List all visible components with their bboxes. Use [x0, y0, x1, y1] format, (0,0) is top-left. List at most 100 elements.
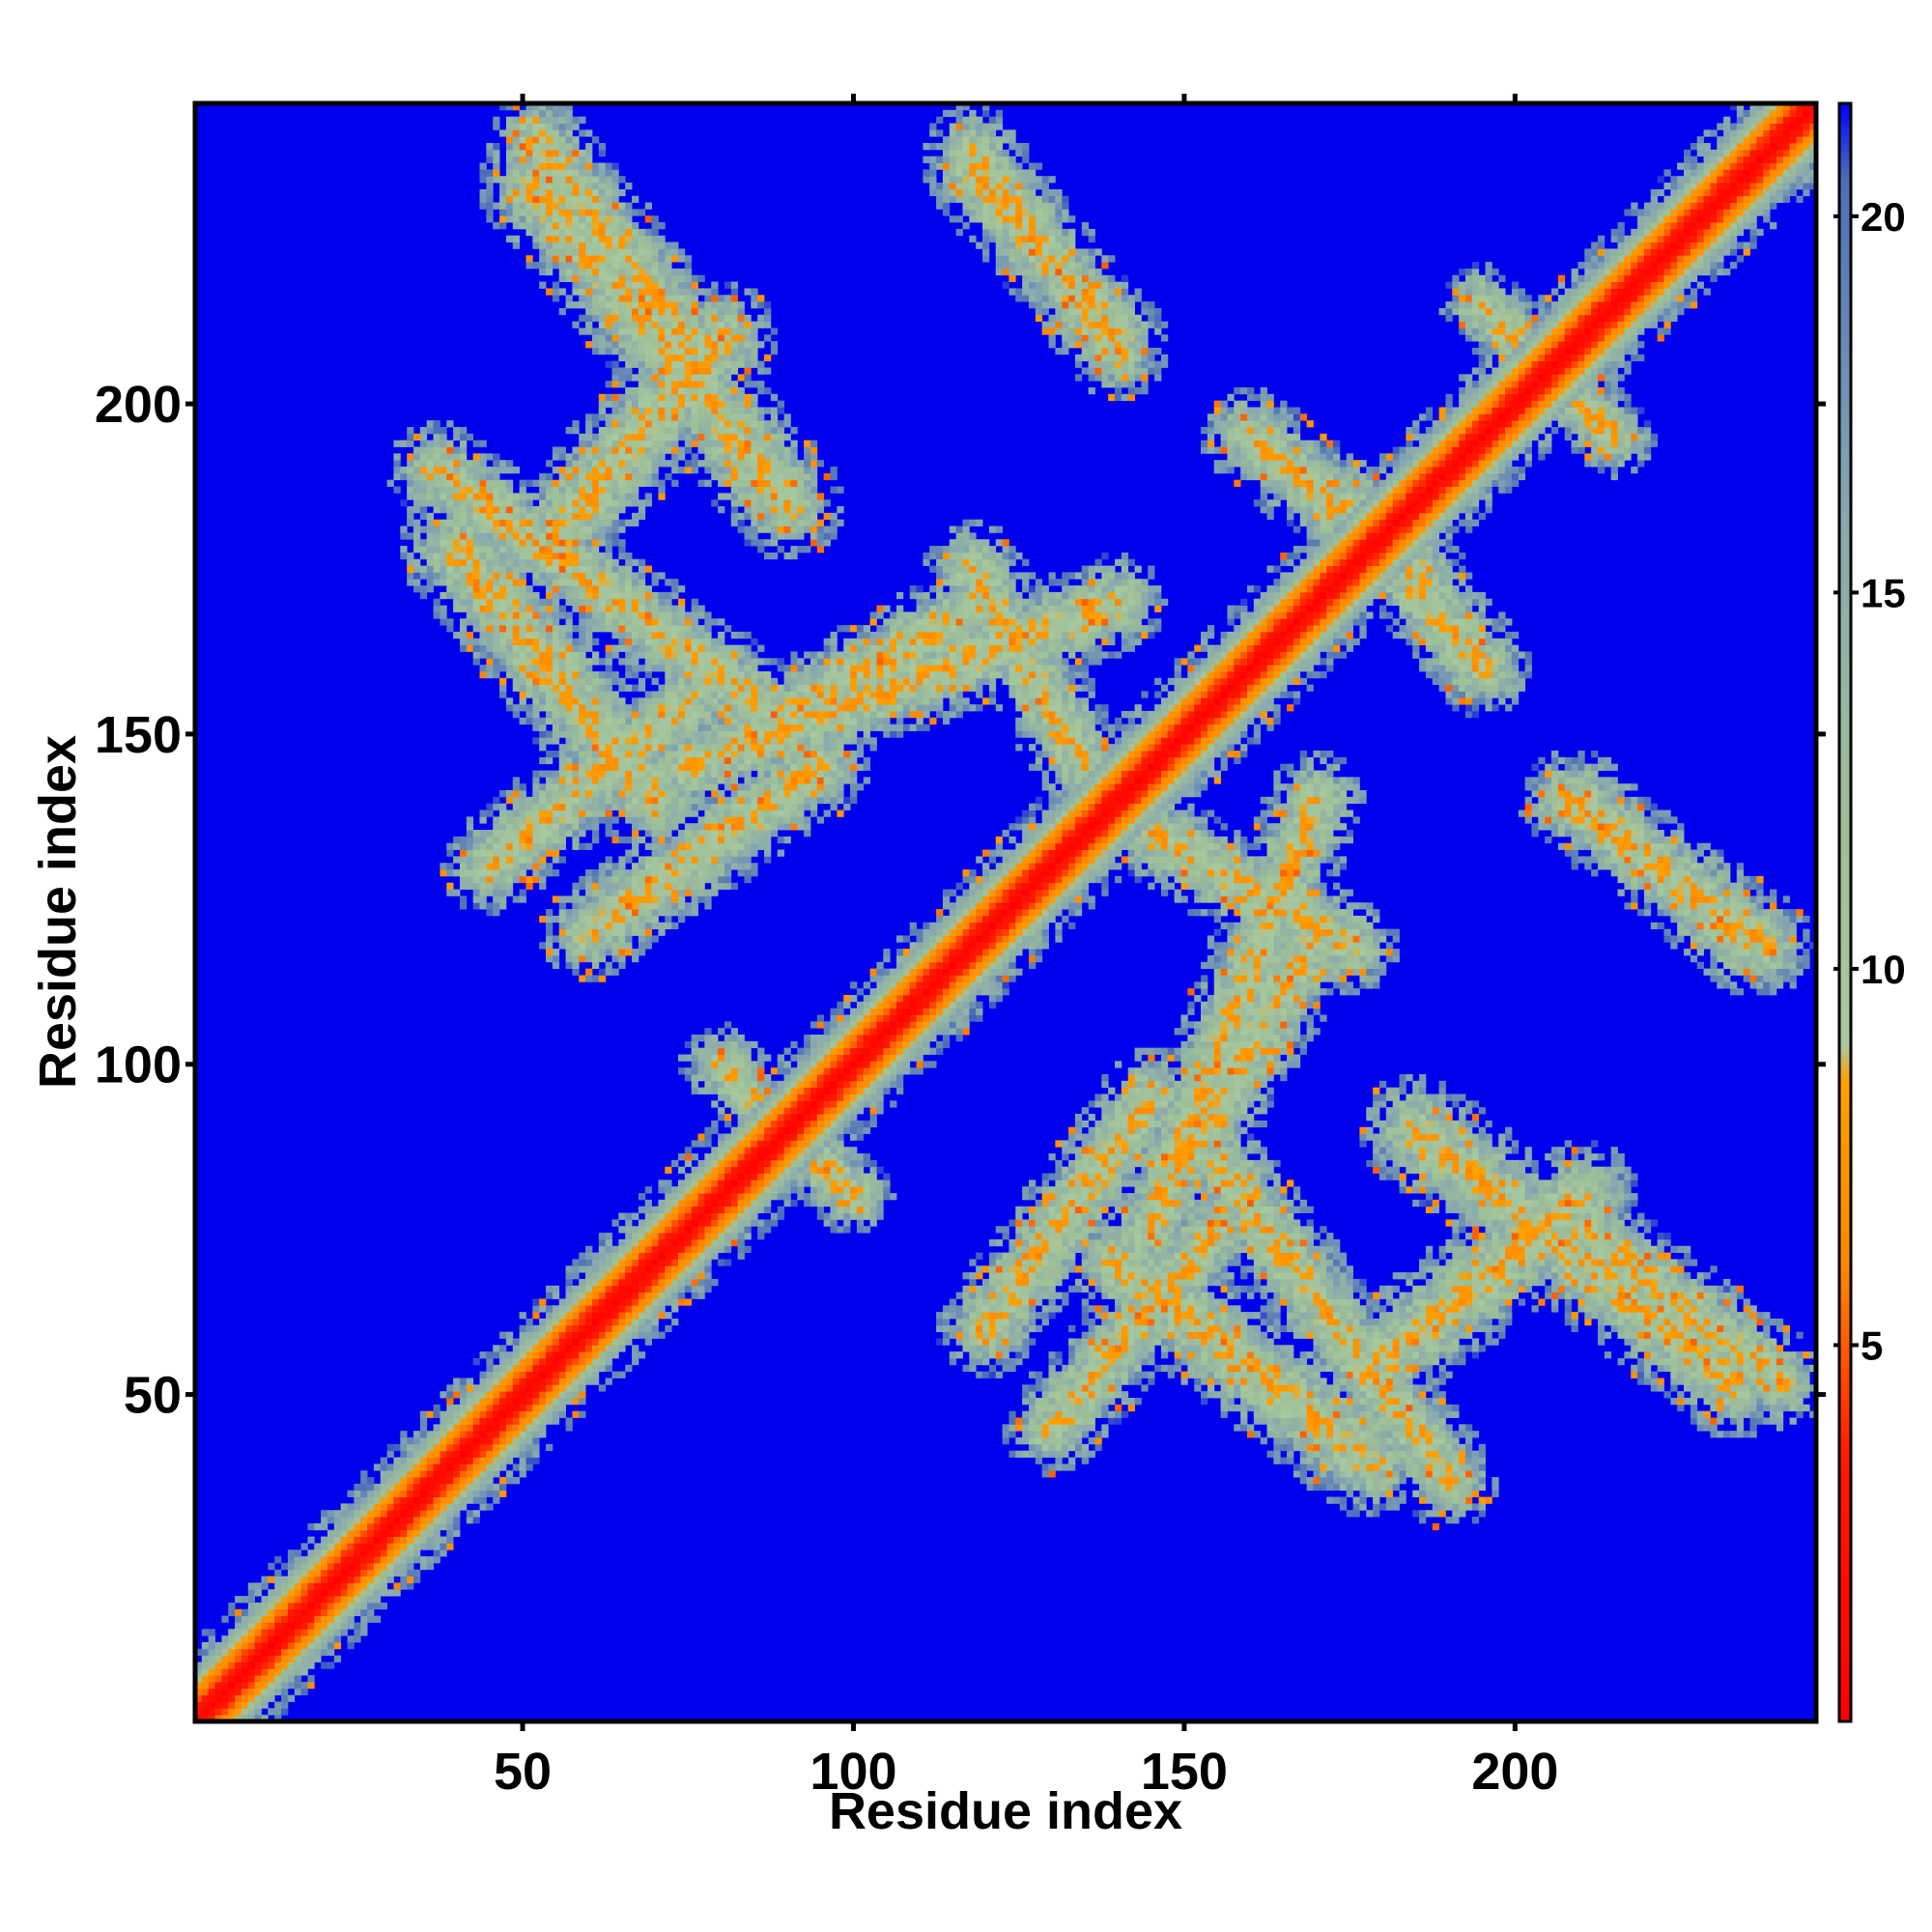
heatmap-cell	[1108, 1410, 1116, 1418]
heatmap-cell	[1339, 1298, 1348, 1306]
heatmap-cell	[479, 1351, 487, 1359]
heatmap-cell	[1299, 1292, 1308, 1299]
heatmap-cell	[1710, 1345, 1718, 1352]
heatmap-cell	[1399, 1463, 1406, 1471]
heatmap-cell	[526, 1457, 533, 1464]
heatmap-cell	[426, 1529, 434, 1537]
heatmap-cell	[558, 1378, 566, 1385]
heatmap-cell	[1287, 1278, 1294, 1287]
heatmap-cell	[287, 1629, 296, 1636]
heatmap-cell	[1280, 1285, 1288, 1293]
heatmap-cell	[380, 1543, 388, 1550]
heatmap-cell	[539, 1398, 547, 1406]
heatmap-cell	[268, 1596, 275, 1604]
heatmap-cell	[1485, 1338, 1492, 1346]
heatmap-cell	[1220, 1345, 1228, 1352]
heatmap-cell	[1253, 1351, 1262, 1359]
heatmap-cell	[684, 1285, 693, 1293]
heatmap-cell	[1015, 1233, 1023, 1240]
heatmap-cell	[1339, 1292, 1348, 1299]
heatmap-cell	[221, 1694, 229, 1702]
heatmap-cell	[1459, 1351, 1466, 1359]
heatmap-cell	[314, 1549, 322, 1557]
heatmap-cell	[1770, 1410, 1777, 1418]
heatmap-cell	[294, 1556, 301, 1564]
heatmap-cell	[367, 1569, 375, 1577]
heatmap-cell	[1246, 1431, 1255, 1438]
heatmap-cell	[976, 1357, 983, 1366]
heatmap-cell	[413, 1431, 421, 1438]
heatmap-cell	[1703, 1298, 1711, 1306]
heatmap-cell	[386, 1556, 394, 1564]
heatmap-cell	[1366, 1371, 1374, 1378]
heatmap-cell	[1432, 1443, 1440, 1452]
heatmap-cell	[936, 1318, 944, 1326]
heatmap-cell	[539, 1391, 547, 1399]
heatmap-cell	[1068, 1265, 1076, 1273]
heatmap-cell	[1617, 1245, 1625, 1253]
heatmap-cell	[1167, 1318, 1176, 1326]
heatmap-cell	[1717, 1345, 1724, 1352]
heatmap-cell	[565, 1292, 573, 1299]
heatmap-cell	[274, 1576, 282, 1583]
heatmap-cell	[1346, 1391, 1353, 1399]
heatmap-cell	[1723, 1351, 1731, 1359]
heatmap-cell	[1584, 1298, 1592, 1306]
heatmap-cell	[1273, 1219, 1281, 1227]
heatmap-cell	[1134, 1252, 1142, 1260]
heatmap-cell	[1306, 1312, 1314, 1320]
heatmap-cell	[493, 1431, 500, 1438]
heatmap-cell	[1240, 1398, 1248, 1406]
heatmap-cell	[1729, 1331, 1738, 1339]
heatmap-cell	[1121, 1345, 1129, 1352]
heatmap-cell	[1108, 1391, 1116, 1399]
heatmap-cell	[1180, 1338, 1188, 1346]
heatmap-cell	[1564, 1272, 1572, 1280]
heatmap-cell	[1763, 1404, 1771, 1412]
heatmap-cell	[1062, 1398, 1069, 1406]
heatmap-cell	[1729, 1404, 1738, 1412]
heatmap-cell	[1081, 1404, 1090, 1412]
heatmap-cell	[526, 1338, 533, 1346]
heatmap-cell	[1227, 1259, 1235, 1266]
heatmap-cell	[1320, 1285, 1327, 1293]
heatmap-cell	[327, 1608, 335, 1617]
heatmap-cell	[1505, 1212, 1513, 1220]
heatmap-cell	[433, 1470, 440, 1478]
heatmap-cell	[1035, 1384, 1043, 1392]
heatmap-cell	[493, 1378, 500, 1385]
heatmap-cell	[1406, 1278, 1413, 1287]
heatmap-cell	[558, 1312, 566, 1320]
heatmap-cell	[433, 1450, 440, 1458]
heatmap-cell	[1406, 1470, 1413, 1478]
heatmap-cell	[433, 1424, 440, 1432]
heatmap-cell	[1035, 1245, 1043, 1253]
heatmap-cell	[1081, 1364, 1090, 1373]
heatmap-cell	[1299, 1285, 1308, 1293]
heatmap-cell	[1531, 1233, 1539, 1240]
heatmap-cell	[208, 1681, 215, 1690]
heatmap-cell	[1015, 1318, 1023, 1326]
heatmap-cell	[1320, 1364, 1327, 1373]
heatmap-cell	[1320, 1312, 1327, 1320]
heatmap-cell	[1002, 1338, 1009, 1346]
heatmap-cell	[1378, 1483, 1387, 1492]
heatmap-cell	[1412, 1272, 1420, 1280]
heatmap-cell	[1432, 1510, 1440, 1518]
heatmap-cell	[1028, 1324, 1037, 1333]
heatmap-cell	[1763, 1417, 1771, 1425]
heatmap-cell	[691, 1212, 698, 1220]
heatmap-cell	[532, 1404, 540, 1412]
heatmap-cell	[591, 1351, 600, 1359]
heatmap-cell	[1048, 1285, 1056, 1293]
heatmap-cell	[1306, 1378, 1314, 1385]
heatmap-cell	[407, 1529, 414, 1537]
heatmap-cell	[684, 1238, 693, 1247]
heatmap-cell	[1081, 1351, 1090, 1359]
heatmap-cell	[697, 1252, 705, 1260]
heatmap-cell	[1174, 1245, 1181, 1253]
heatmap-cell	[1141, 1371, 1149, 1378]
heatmap-cell	[1438, 1292, 1446, 1299]
heatmap-cell	[1266, 1285, 1274, 1293]
heatmap-cell	[1148, 1378, 1155, 1385]
